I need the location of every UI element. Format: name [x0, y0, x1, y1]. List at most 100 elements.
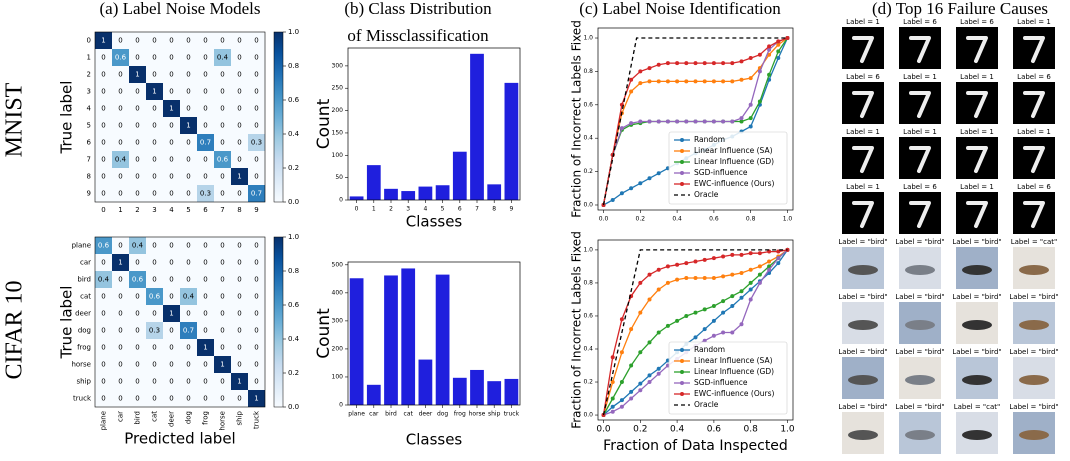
y-axis-label: Fraction of Incorrect Labels Fixed	[570, 231, 584, 429]
point	[619, 404, 624, 409]
cell-label: 0	[152, 242, 156, 250]
x-tick-label: 4	[169, 206, 174, 214]
bar	[435, 274, 450, 405]
cell-label: 0	[237, 259, 241, 267]
heatmap-cell	[112, 134, 129, 151]
cell-label: 0	[186, 242, 190, 250]
cell-label: 0	[101, 310, 105, 318]
heatmap-cell	[197, 322, 214, 339]
y-tick-label: cat	[80, 293, 91, 301]
point	[711, 304, 716, 309]
point	[638, 388, 643, 393]
cell-label: 0	[135, 156, 139, 164]
cell-label: 0	[118, 293, 122, 301]
cell-label: 0	[169, 71, 173, 79]
heatmap-cell	[231, 66, 248, 83]
heatmap-cell	[214, 185, 231, 202]
point	[757, 280, 762, 285]
cell-label: 0	[254, 105, 258, 113]
cell-label: 0	[101, 395, 105, 403]
heatmap-cell	[163, 390, 180, 407]
point	[647, 79, 652, 84]
point	[601, 413, 606, 418]
colorbar-tick-label: 1.0	[288, 28, 299, 36]
cell-label: 0	[169, 276, 173, 284]
plot-frame	[94, 31, 266, 203]
bar	[487, 184, 502, 200]
point	[638, 69, 643, 74]
cell-label: 0	[101, 71, 105, 79]
cell-label: 0	[254, 173, 258, 181]
photo-object	[848, 265, 878, 275]
heatmap-cell	[112, 185, 129, 202]
point	[739, 77, 744, 82]
point	[748, 251, 753, 256]
point	[638, 310, 643, 315]
image-label: Label = 1	[903, 128, 937, 136]
heatmap-cell	[180, 305, 197, 322]
heatmap-cell	[248, 185, 265, 202]
cell-label: 0	[220, 395, 224, 403]
heatmap-cell	[214, 168, 231, 185]
cell-label: 0	[203, 54, 207, 62]
heatmap-cell	[197, 305, 214, 322]
heatmap-cell	[197, 32, 214, 49]
cell-label: 0	[237, 71, 241, 79]
point	[702, 119, 707, 124]
heatmap-cell	[95, 356, 112, 373]
heatmap-cell	[129, 32, 146, 49]
cell-label: 0	[254, 310, 258, 318]
heatmap-cell	[197, 117, 214, 134]
heatmap-cell	[112, 390, 129, 407]
heatmap-cell	[95, 32, 112, 49]
point	[776, 42, 781, 47]
heatmap-cell	[231, 339, 248, 356]
heatmap-cell	[146, 305, 163, 322]
plot-frame	[94, 236, 266, 408]
image-label: Label = 1	[903, 73, 937, 81]
x-tick-label: 0.6	[707, 425, 722, 435]
heatmap-cell	[112, 117, 129, 134]
heatmap-cell	[180, 356, 197, 373]
y-tick-label: 2	[87, 71, 91, 79]
point	[730, 252, 735, 257]
heatmap-cell	[248, 168, 265, 185]
x-tick-label: frog	[454, 411, 466, 418]
legend-label: Linear Influence (SA)	[694, 356, 773, 365]
cell-label: 0	[237, 361, 241, 369]
point	[647, 272, 652, 277]
heatmap-cell	[95, 151, 112, 168]
legend-marker	[680, 171, 684, 175]
cell-label: 0	[152, 259, 156, 267]
plot-frame	[347, 47, 521, 201]
photo-object	[1019, 430, 1049, 440]
x-tick-label: 9	[254, 206, 258, 214]
cell-label: 0	[135, 259, 139, 267]
legend-marker	[680, 392, 684, 396]
heatmap-cell	[214, 83, 231, 100]
cell-label: 0	[237, 327, 241, 335]
point	[693, 335, 698, 340]
heatmap-cell	[214, 117, 231, 134]
image-label: Label = 1	[960, 73, 994, 81]
heatmap-cell	[214, 100, 231, 117]
x-tick-label: 7	[220, 206, 224, 214]
cell-label: 0	[203, 259, 207, 267]
cell-label: 0	[237, 190, 241, 198]
y-tick-label: 5	[87, 122, 91, 130]
point	[675, 61, 680, 66]
legend-marker	[680, 348, 684, 352]
cell-label: 0	[169, 173, 173, 181]
y-tick-label: 0.4	[583, 135, 593, 142]
point	[757, 264, 762, 269]
heatmap-cell	[163, 305, 180, 322]
heatmap-cell	[231, 271, 248, 288]
digit-stroke	[909, 91, 931, 118]
cell-label: 0	[220, 378, 224, 386]
point	[757, 272, 762, 277]
point	[619, 191, 624, 196]
heatmap-cell	[146, 83, 163, 100]
point	[776, 49, 781, 54]
x-tick-label: car	[369, 411, 379, 418]
point	[711, 119, 716, 124]
